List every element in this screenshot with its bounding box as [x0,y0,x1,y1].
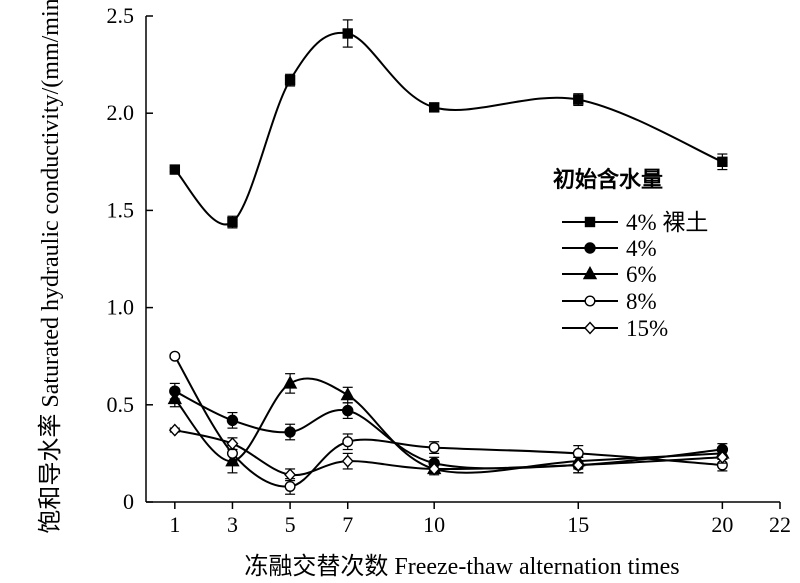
x-tick-label: 10 [423,512,445,537]
data-point [341,454,354,468]
data-point [168,423,181,437]
data-point [342,436,354,448]
data-point [716,450,729,464]
series-line [173,355,723,488]
data-point [428,462,441,476]
data-point [573,94,584,105]
legend-label: 8% [626,289,657,314]
data-point [428,442,440,454]
y-tick-label: 0.5 [107,392,135,417]
x-tick-label: 5 [285,512,296,537]
legend-label: 6% [626,262,657,287]
y-tick-label: 0 [123,489,134,514]
data-point [282,375,298,389]
y-ticks: 0 0.5 1.0 1.5 2.0 2.5 [107,3,153,514]
data-point [226,414,239,427]
legend-label: 15% [626,316,668,341]
plot-area: 1 3 5 7 10 15 20 22 0 0.5 1.0 1.5 2.0 2.5 [107,3,792,537]
x-tick-label: 7 [342,512,353,537]
series-5 [168,423,729,482]
series-line [174,31,723,226]
data-point [227,216,238,228]
legend-marker [584,216,596,228]
data-point [428,102,440,113]
data-point [167,391,182,405]
data-point [284,426,296,438]
x-tick-label: 22 [769,512,791,537]
series-2 [169,382,729,474]
x-axis-title: 冻融交替次数 Freeze-thaw alternation times [244,553,679,580]
y-tick-label: 2.0 [107,100,135,125]
legend-marker [584,321,596,335]
legend-marker [582,266,598,280]
data-point [342,28,353,39]
data-point [717,156,728,168]
x-ticks: 1 3 5 7 10 15 20 22 [169,502,791,537]
data-point [169,350,181,362]
y-tick-label: 2.5 [107,3,135,28]
x-tick-label: 3 [227,512,238,537]
data-point [340,387,355,401]
data-point [284,480,296,492]
legend-marker [584,295,596,307]
y-tick-label: 1.5 [107,197,135,222]
series-1 [169,19,728,229]
data-point [284,74,296,86]
y-tick-label: 1.0 [107,295,135,320]
series-group [167,19,730,495]
y-axis-title: 饱和导水率 Saturated hydraulic conductivity/(… [37,0,64,534]
legend-title: 初始含水量 [553,167,663,193]
series-line [174,429,723,477]
data-point [284,468,297,482]
legend-marker [584,242,596,254]
x-tick-label: 20 [711,512,733,537]
data-point [572,458,585,472]
legend: 初始含水量 4% 裸土4%6%8%15% [553,167,708,341]
x-tick-label: 1 [169,512,180,537]
legend-label: 4% 裸土 [626,210,708,235]
x-tick-label: 15 [567,512,589,537]
data-point [342,404,354,417]
series-4 [169,350,728,495]
data-point [226,437,239,451]
legend-label: 4% [626,236,657,261]
data-point [169,164,181,175]
